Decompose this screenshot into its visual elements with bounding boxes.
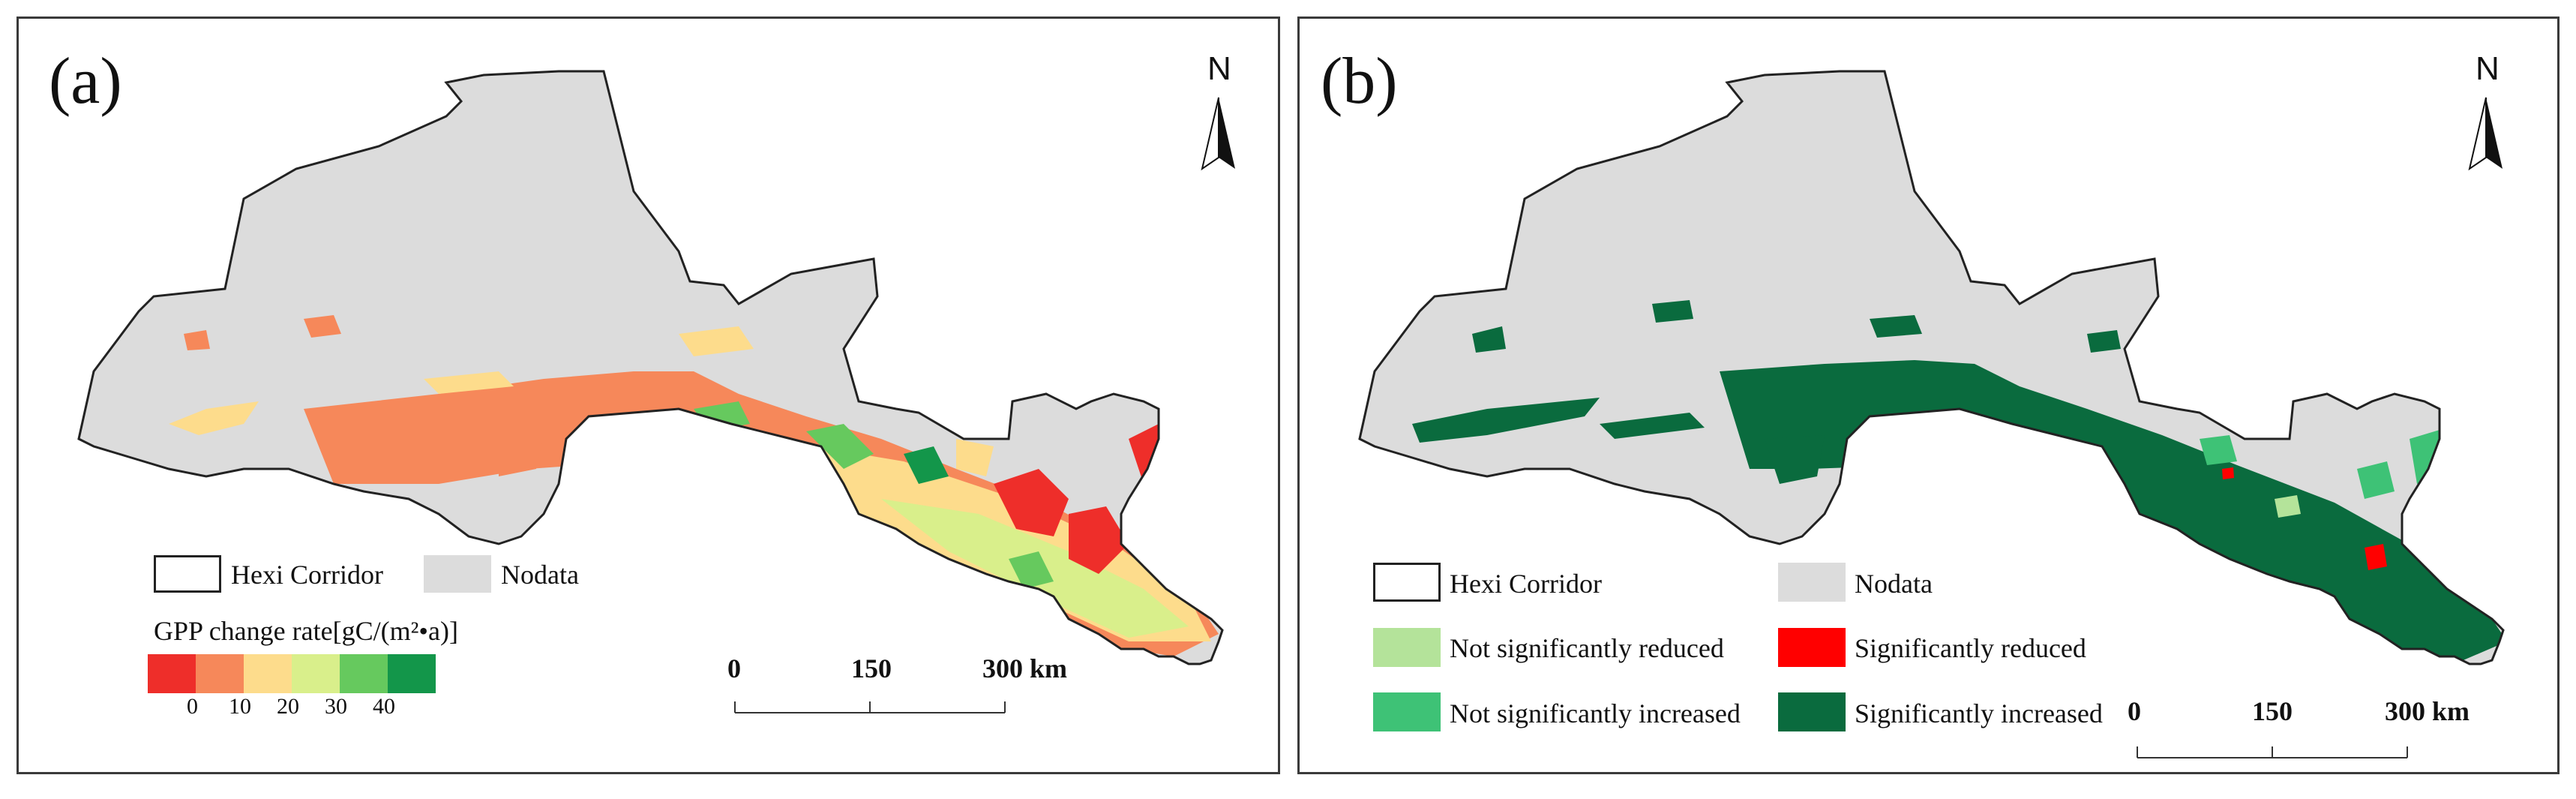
legend-label-not-sig-reduced: Not significantly reduced	[1450, 633, 1724, 663]
legend-swatch-sig-reduced	[1778, 628, 1846, 667]
panel-label-a: (a)	[49, 45, 122, 118]
legend-nodata-swatch-a	[424, 555, 491, 593]
legend-label-sig-reduced: Significantly reduced	[1855, 633, 2086, 663]
ramp-tick: 40	[373, 694, 395, 719]
legend-swatch-not-sig-reduced	[1373, 628, 1441, 667]
map-b	[1358, 70, 2505, 758]
legend-swatch-not-sig-increased	[1373, 692, 1441, 731]
panel-label-b: (b)	[1321, 45, 1398, 118]
legend-boundary-swatch-b	[1373, 563, 1441, 602]
ramp-tick: 10	[229, 694, 251, 719]
ramp-swatch-1	[196, 654, 244, 693]
panel-a: (a) N Hexi Corridor Nodata GPP change ra…	[16, 17, 1280, 774]
north-label-b: N	[2476, 50, 2500, 87]
ramp-tick: 20	[277, 694, 299, 719]
north-label-a: N	[1207, 50, 1231, 87]
legend-label-not-sig-increased: Not significantly increased	[1450, 698, 1741, 728]
scale-bar-a	[734, 701, 1006, 713]
scale-tick-300-a: 300 km	[982, 653, 1068, 683]
ramp-tick: 30	[325, 694, 347, 719]
legend-boundary-swatch-a	[154, 555, 221, 593]
scale-tick-0-a: 0	[727, 653, 741, 683]
panel-b: (b) N Hexi Corridor Nodata Not significa…	[1297, 17, 2560, 774]
scale-tick-150-a: 150	[851, 653, 892, 683]
legend-swatch-sig-increased	[1778, 692, 1846, 731]
north-arrow-b	[2468, 97, 2503, 171]
legend-nodata-label-b: Nodata	[1855, 569, 1933, 599]
scale-tick-0-b: 0	[2128, 696, 2141, 726]
ramp-swatch-5	[388, 654, 436, 693]
gpp-color-ramp	[148, 654, 436, 693]
scale-tick-300-b: 300 km	[2385, 696, 2470, 726]
ramp-swatch-3	[292, 654, 340, 693]
legend-boundary-label-b: Hexi Corridor	[1450, 569, 1602, 599]
map-a	[77, 70, 1235, 713]
north-arrow-a	[1201, 97, 1235, 171]
legend-nodata-label-a: Nodata	[501, 560, 579, 590]
scale-tick-150-b: 150	[2252, 696, 2293, 726]
ramp-swatch-2	[244, 654, 292, 693]
scale-bar-b	[2137, 746, 2408, 758]
legend-label-sig-increased: Significantly increased	[1855, 698, 2103, 728]
legend-boundary-label-a: Hexi Corridor	[231, 560, 383, 590]
ramp-swatch-4	[340, 654, 388, 693]
legend-nodata-swatch-b	[1778, 563, 1846, 602]
ramp-swatch-0	[148, 654, 196, 693]
ramp-tick: 0	[187, 694, 198, 719]
legend-ramp-title: GPP change rate[gC/(m²•a)]	[154, 616, 458, 646]
